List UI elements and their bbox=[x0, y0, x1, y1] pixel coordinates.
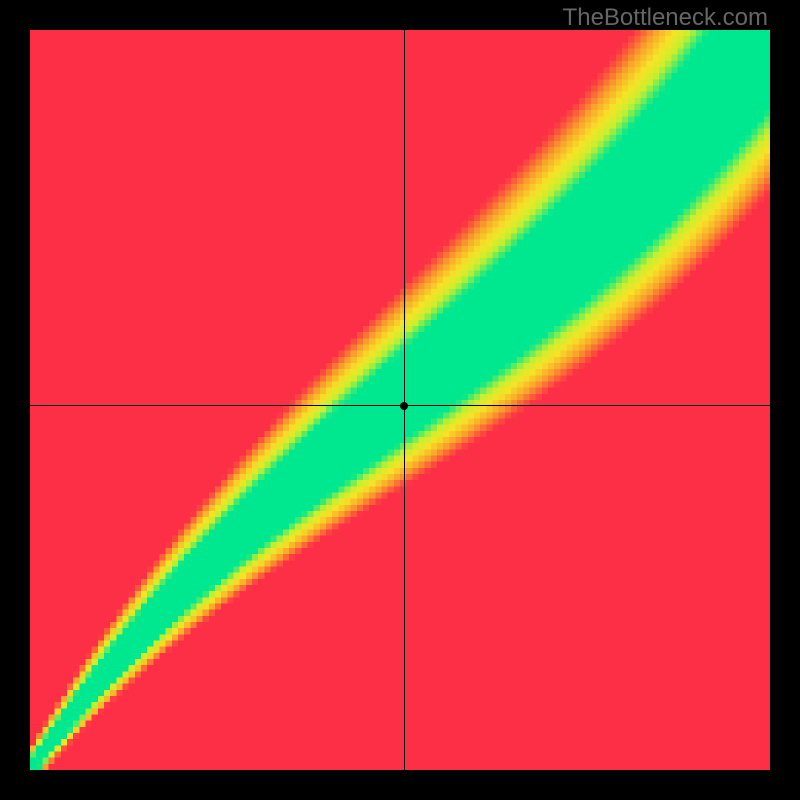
crosshair-vertical bbox=[404, 30, 405, 770]
watermark-text: TheBottleneck.com bbox=[563, 4, 768, 32]
bottleneck-heatmap bbox=[30, 30, 770, 770]
chart-container: TheBottleneck.com bbox=[0, 0, 800, 800]
